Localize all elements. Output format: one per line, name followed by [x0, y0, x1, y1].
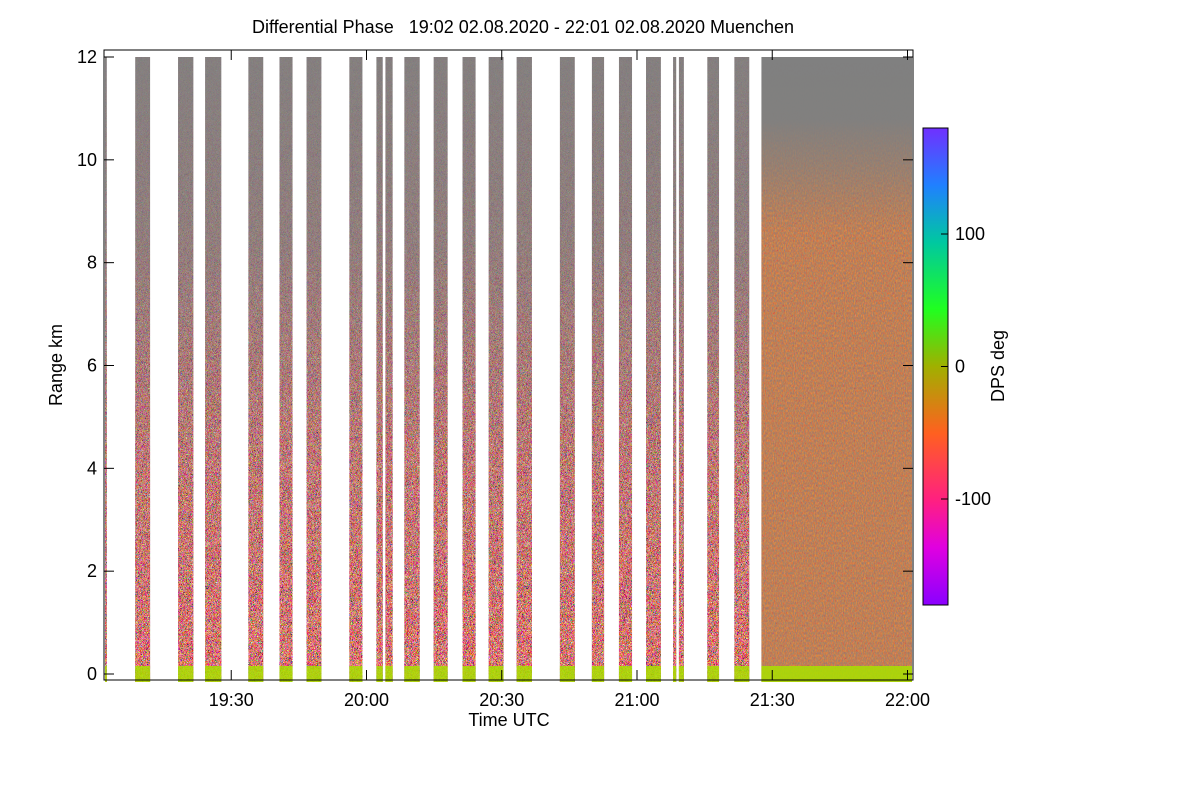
scan-base [433, 666, 448, 682]
scan [673, 57, 677, 682]
scan-base [488, 666, 504, 682]
scan-echo [385, 57, 393, 682]
scan-base [178, 666, 194, 682]
scan-echo [404, 57, 420, 682]
scan [105, 57, 107, 682]
scan [306, 57, 322, 682]
scan [646, 57, 661, 682]
scan-base [734, 666, 750, 682]
scan [488, 57, 504, 682]
colorbar-label: DPS deg [988, 330, 1008, 402]
x-tick-label: 21:00 [614, 690, 659, 710]
y-tick-label: 8 [87, 253, 97, 273]
x-tick-label: 20:00 [344, 690, 389, 710]
scan-echo [135, 57, 151, 682]
scan-base [761, 666, 912, 682]
scan-echo [646, 57, 661, 682]
scan [559, 57, 575, 682]
scan-echo [516, 57, 532, 682]
scan-echo [488, 57, 504, 682]
scan-base [678, 666, 684, 682]
scan-echo [279, 57, 293, 682]
x-tick-label: 22:00 [885, 690, 930, 710]
scan [279, 57, 293, 682]
x-tick-label: 21:30 [750, 690, 795, 710]
y-tick-label: 2 [87, 561, 97, 581]
scan-base [306, 666, 322, 682]
x-axis-label: Time UTC [468, 710, 549, 730]
scan-echo [591, 57, 605, 682]
colorbar-tick-label: 0 [955, 357, 965, 377]
chart-title: Differential Phase 19:02 02.08.2020 - 22… [252, 17, 794, 37]
scan-base [248, 666, 264, 682]
scan-echo [761, 57, 912, 682]
scan [404, 57, 420, 682]
scan-base [591, 666, 605, 682]
scan [618, 57, 633, 682]
scan-base [404, 666, 420, 682]
scan-echo [678, 57, 684, 682]
scan-echo [205, 57, 222, 682]
plot-area [105, 57, 912, 682]
scan [734, 57, 750, 682]
y-tick-label: 10 [77, 150, 97, 170]
scan [349, 57, 363, 682]
scan-base [462, 666, 476, 682]
scan-echo [306, 57, 322, 682]
scan [591, 57, 605, 682]
scan-echo [349, 57, 363, 682]
scan [761, 57, 912, 682]
y-axis-label: Range km [46, 324, 66, 406]
scan-base [707, 666, 720, 682]
scan-echo [178, 57, 194, 682]
y-tick-label: 6 [87, 356, 97, 376]
scan [433, 57, 448, 682]
scan [516, 57, 532, 682]
scan [678, 57, 684, 682]
colorbar-tick-label: -100 [955, 489, 991, 509]
scan-base [646, 666, 661, 682]
scan [205, 57, 222, 682]
scan-base [385, 666, 393, 682]
scan-base [516, 666, 532, 682]
scan-echo [376, 57, 383, 682]
scan [462, 57, 476, 682]
y-tick-label: 4 [87, 458, 97, 478]
scan-base [135, 666, 151, 682]
scan-base [349, 666, 363, 682]
scan [385, 57, 393, 682]
y-tick-label: 0 [87, 664, 97, 684]
scan-base [673, 666, 677, 682]
scan-base [205, 666, 222, 682]
colorbar-tick-label: 100 [955, 224, 985, 244]
x-tick-label: 19:30 [209, 690, 254, 710]
scan-base [559, 666, 575, 682]
scan-base [279, 666, 293, 682]
scan-echo [559, 57, 575, 682]
scan [248, 57, 264, 682]
scan [376, 57, 383, 682]
scan [178, 57, 194, 682]
scan [707, 57, 720, 682]
scan-base [376, 666, 383, 682]
scan-echo [462, 57, 476, 682]
scan-echo [734, 57, 750, 682]
scan-echo [105, 57, 107, 682]
scan [135, 57, 151, 682]
scan-echo [248, 57, 264, 682]
scan-echo [618, 57, 633, 682]
scan-echo [707, 57, 720, 682]
scan-base [618, 666, 633, 682]
scan-echo [673, 57, 677, 682]
scan-echo [433, 57, 448, 682]
y-tick-label: 12 [77, 47, 97, 67]
x-tick-label: 20:30 [479, 690, 524, 710]
